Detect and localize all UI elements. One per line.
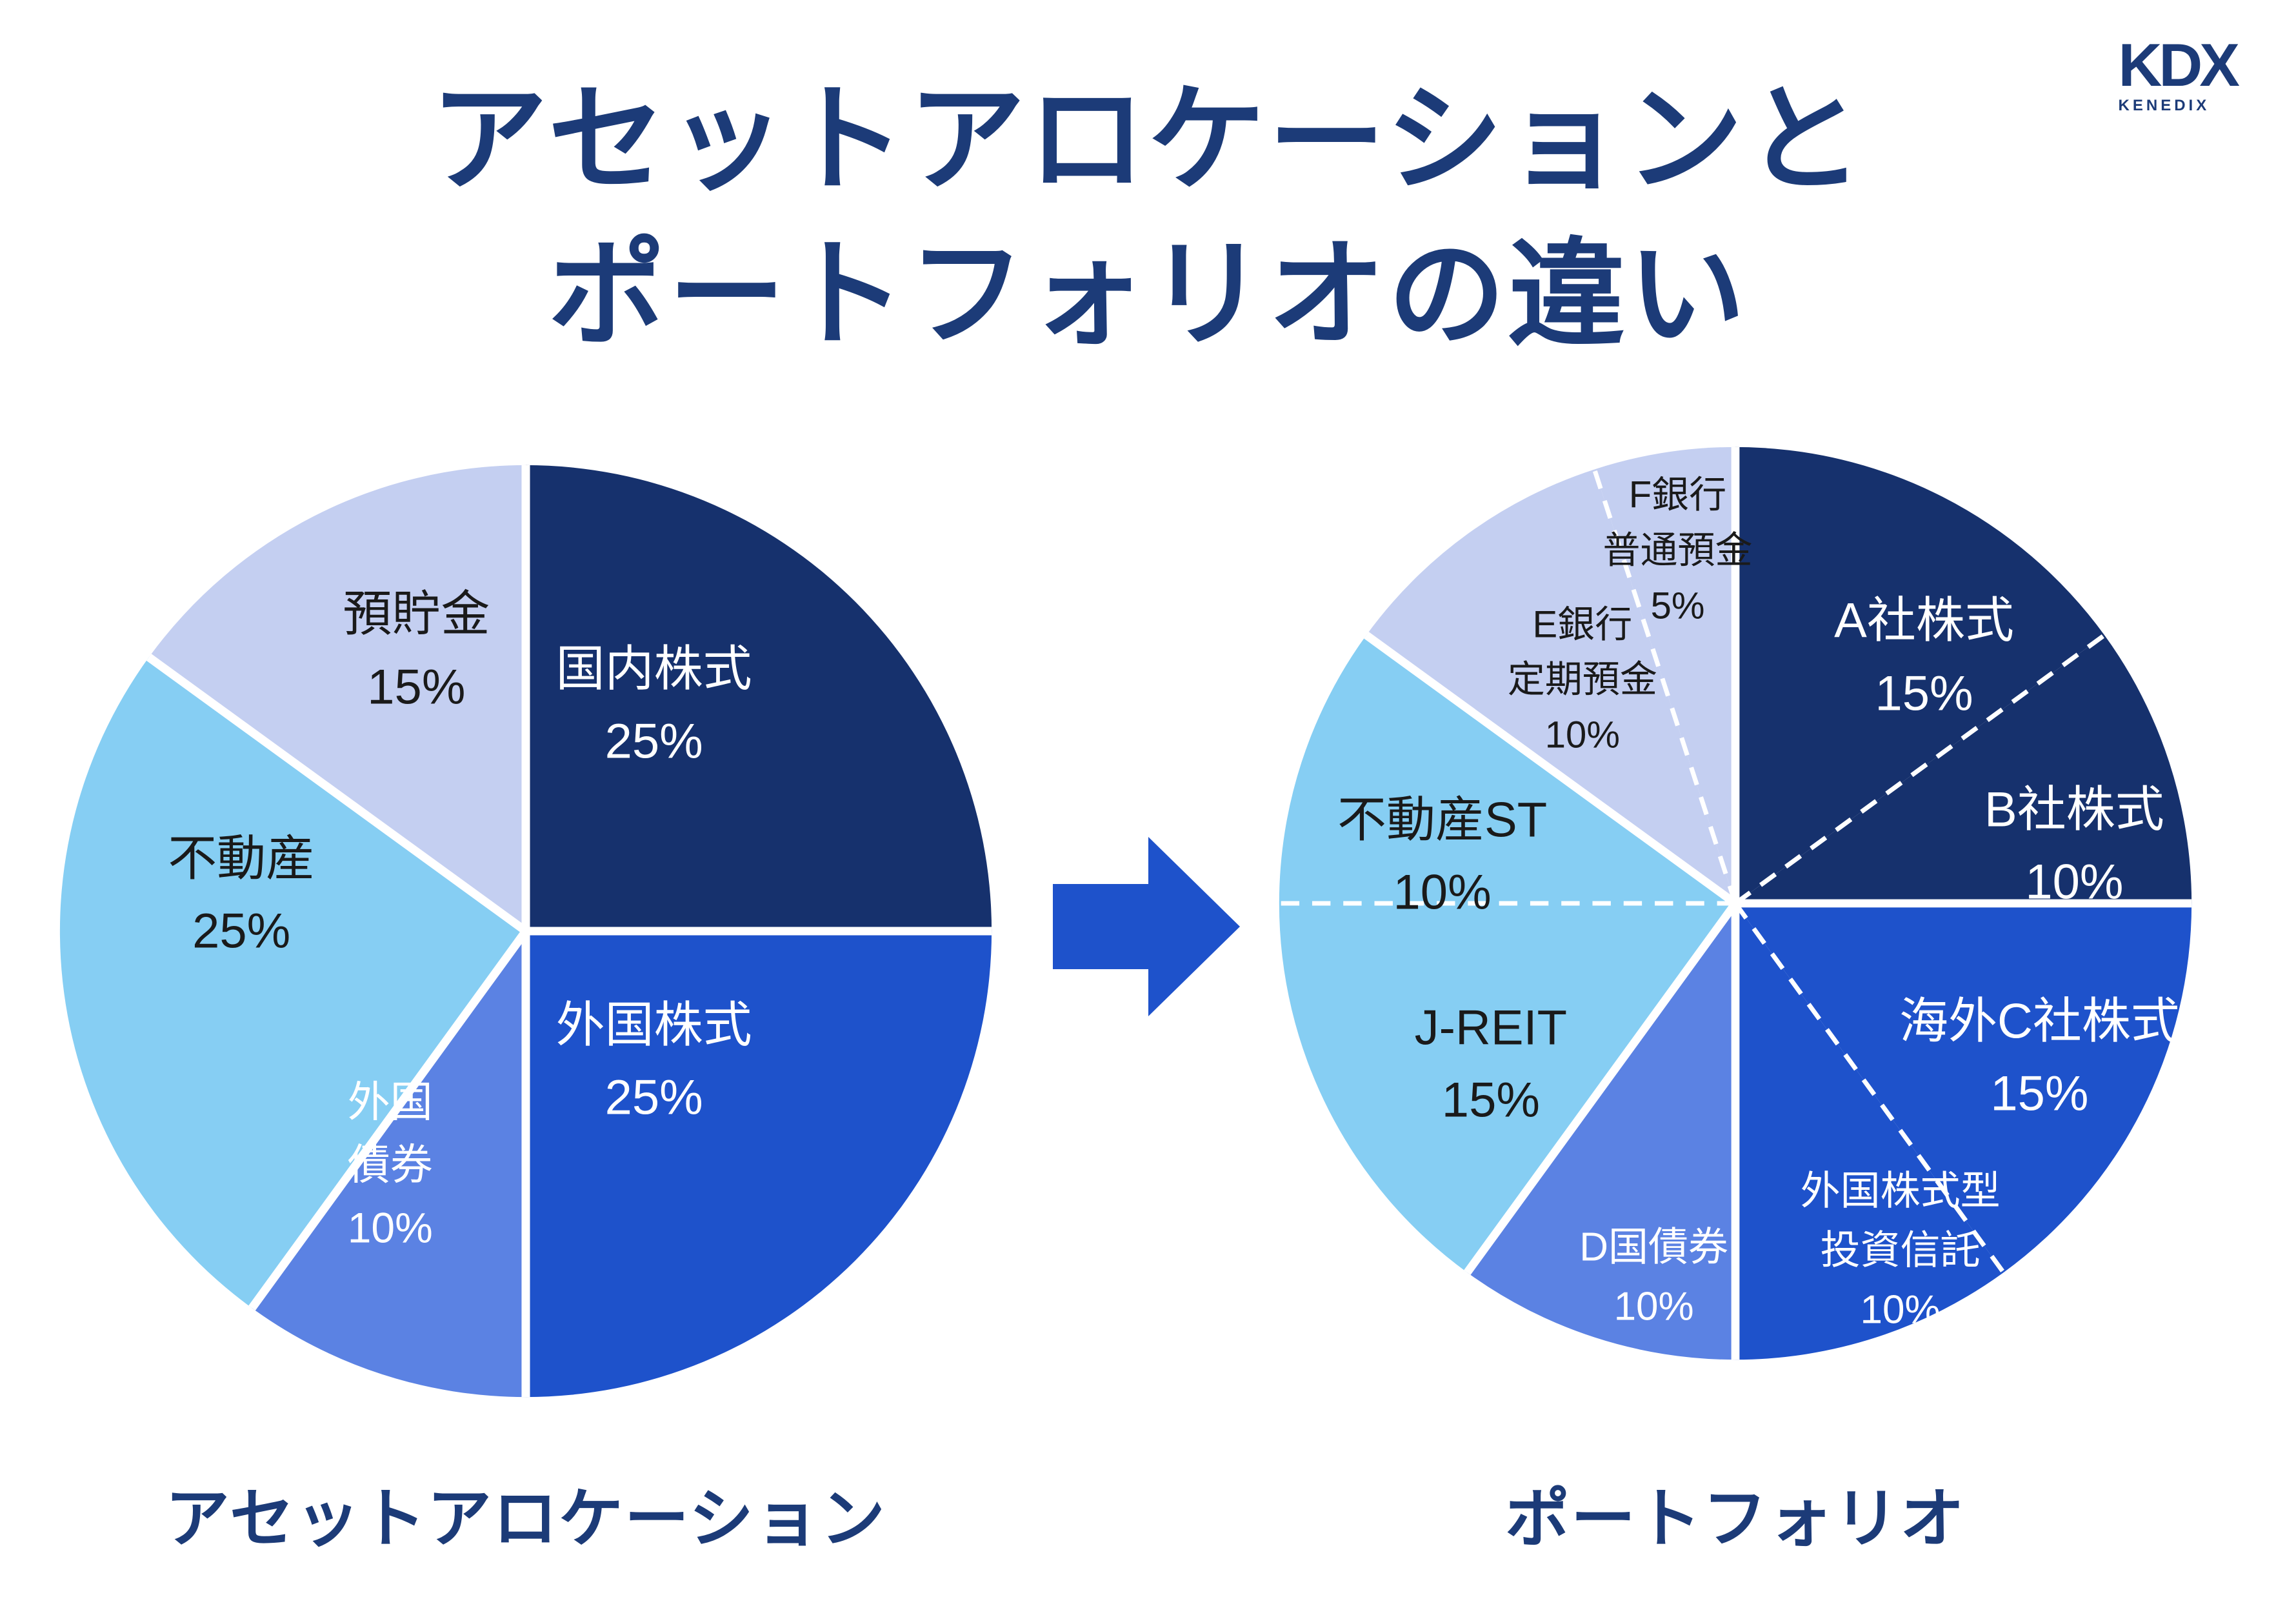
- slice-label-j-reit: J-REIT 15%: [1414, 1000, 1568, 1128]
- pie-slice-foreign-equity-fund: [1735, 903, 2004, 1360]
- slice-label-foreign-stocks: 外国株式 25%: [555, 998, 752, 1125]
- caption-asset-allocation: アセットアロケーション: [165, 1483, 886, 1555]
- slice-label-savings: 預貯金 15%: [343, 587, 490, 715]
- slice-label-real-estate-st: 不動産ST 10%: [1337, 792, 1548, 920]
- pie-divider-solid: [248, 929, 530, 1311]
- slice-label-country-d-bonds: D国債券 10%: [1579, 1225, 1728, 1329]
- pie-divider-dashed: [1733, 901, 2006, 1274]
- slice-label-overseas-company-c-stock: 海外C社株式 15%: [1899, 994, 2180, 1121]
- pie-slice-company-a-stock: [1735, 447, 2105, 903]
- pie-slice-foreign-bonds: [252, 931, 526, 1398]
- pie-chart-asset-allocation: 国内株式 25% 外国株式 25% 外国 債券 10% 不動産 25% 預貯金 15%: [58, 463, 993, 1399]
- slice-label-real-estate: 不動産 25%: [168, 831, 315, 959]
- title-line-1: アセットアロケーションと: [430, 74, 1866, 205]
- slice-label-bank-e-time-deposit: E銀行 定期預金 10%: [1507, 603, 1657, 756]
- arrow-shape: [1053, 837, 1240, 1016]
- page-title: アセットアロケーションと ポートフォリオの違い: [0, 62, 2296, 372]
- kdx-logo-text: KDX: [2118, 31, 2240, 99]
- pie-slice-real-estate: [59, 657, 526, 1309]
- pie-slice-foreign-stocks: [526, 931, 992, 1398]
- transform-right-arrow-icon: [1053, 836, 1241, 1018]
- slice-label-bank-f-ordinary-deposit: F銀行 普通預金 5%: [1602, 474, 1753, 627]
- pie-slice-company-b-stock: [1735, 635, 2192, 903]
- caption-portfolio: ポートフォリオ: [1505, 1483, 1966, 1555]
- pie-slice-savings: [148, 465, 526, 931]
- pie-divider-solid: [1364, 632, 1738, 907]
- kenedix-logo-subtext: KENEDIX: [2118, 97, 2210, 114]
- slice-label-foreign-bonds: 外国 債券 10%: [347, 1077, 433, 1252]
- pie-slice-j-reit: [1279, 903, 1735, 1273]
- pie-svg-asset-allocation: [59, 465, 992, 1398]
- pie-slice-bank-f-ordinary-deposit: [1594, 447, 1735, 903]
- pie-divider-solid: [146, 654, 528, 935]
- slice-label-domestic-stocks: 国内株式 25%: [555, 641, 752, 769]
- slice-label-company-a-stock: A社株式 15%: [1834, 593, 2014, 721]
- pie-divider-dashed: [1592, 468, 1738, 905]
- slice-label-company-b-stock: B社株式 10%: [1984, 782, 2164, 910]
- pie-svg-portfolio: [1279, 447, 2192, 1360]
- kdx-kenedix-logo: KDX KENEDIX: [2118, 31, 2240, 114]
- pie-divider-dashed: [1733, 633, 2106, 905]
- slice-label-foreign-equity-fund: 外国株式型 投資信託 10%: [1800, 1169, 2001, 1332]
- pie-slice-real-estate-st: [1279, 635, 1735, 903]
- title-line-2: ポートフォリオの違い: [548, 228, 1748, 361]
- pie-slice-bank-e-time-deposit: [1366, 469, 1735, 903]
- pie-divider-solid: [1464, 901, 1739, 1275]
- pie-slice-overseas-company-c-stock: [1735, 903, 2192, 1273]
- pie-slice-domestic-stocks: [526, 465, 992, 931]
- pie-chart-portfolio: A社株式 15% B社株式 10% 海外C社株式 15% 外国株式型 投資信託 10% D国債券 1…: [1277, 445, 2193, 1361]
- pie-slice-country-d-bonds: [1467, 903, 1735, 1360]
